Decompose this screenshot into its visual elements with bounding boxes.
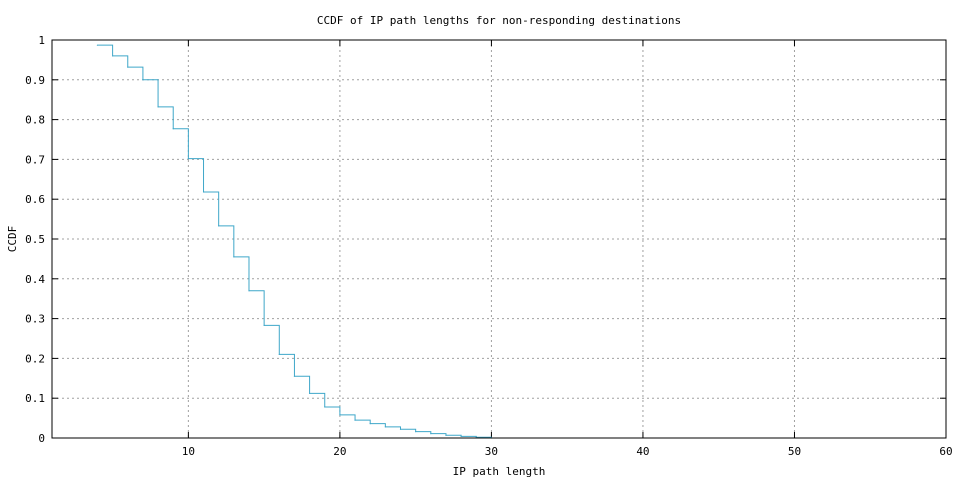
y-axis-label: CCDF [6, 226, 19, 253]
grid-layer [52, 40, 946, 438]
y-tick-label: 0.7 [25, 153, 45, 166]
chart-title: CCDF of IP path lengths for non-respondi… [317, 14, 681, 27]
x-tick-label: 40 [636, 445, 649, 458]
ccdf-data-point [324, 406, 326, 408]
ccdf-data-point [127, 66, 129, 68]
y-tick-label: 0 [38, 432, 45, 445]
series-layer [96, 44, 493, 439]
ccdf-data-point [172, 128, 174, 130]
y-tick-label: 0.5 [25, 233, 45, 246]
ccdf-data-point [187, 158, 189, 160]
x-axis-label: IP path length [453, 465, 546, 478]
x-tick-label: 30 [485, 445, 498, 458]
y-tick-label: 0.4 [25, 273, 45, 286]
ticks-layer: 0 0.1 0.2 0.3 0.4 0.5 0.6 0.7 0.8 0.9 1 10 20 30 40 50 6… [25, 34, 953, 458]
ccdf-data-point [248, 290, 250, 292]
plot-frame [51, 39, 947, 439]
y-tick-label: 0.9 [25, 74, 45, 87]
ccdf-step-line [97, 44, 492, 438]
y-tick-label: 0.2 [25, 352, 45, 365]
ccdf-data-point [278, 353, 280, 356]
x-tick-label: 50 [788, 445, 801, 458]
ccdf-data-point [399, 428, 402, 430]
y-tick-label: 0.1 [25, 392, 45, 405]
ccdf-data-point [430, 433, 432, 435]
ccdf-data-point [308, 392, 311, 395]
ccdf-data-point [142, 79, 144, 81]
ccdf-data-point [445, 434, 447, 436]
y-tick-label: 0.8 [25, 114, 45, 127]
ccdf-data-point [112, 55, 114, 57]
ccdf-data-point [293, 375, 296, 377]
ccdf-data-point [415, 431, 417, 433]
ccdf-data-point [233, 256, 235, 258]
ccdf-data-point [202, 191, 205, 193]
ccdf-data-point [96, 44, 99, 46]
ccdf-data-point [218, 225, 220, 227]
x-tick-label: 20 [333, 445, 346, 458]
y-tick-label: 0.3 [25, 313, 45, 326]
ccdf-data-point [339, 414, 341, 416]
ccdf-data-point [263, 324, 265, 326]
ccdf-data-point [157, 106, 159, 108]
ccdf-data-point [460, 435, 462, 438]
y-tick-label: 1 [38, 34, 45, 47]
ccdf-data-point [384, 426, 386, 428]
x-tick-label: 60 [939, 445, 952, 458]
x-tick-label: 10 [182, 445, 195, 458]
ccdf-data-point [354, 419, 356, 421]
ccdf-data-point [369, 423, 371, 425]
y-tick-label: 0.6 [25, 193, 45, 206]
